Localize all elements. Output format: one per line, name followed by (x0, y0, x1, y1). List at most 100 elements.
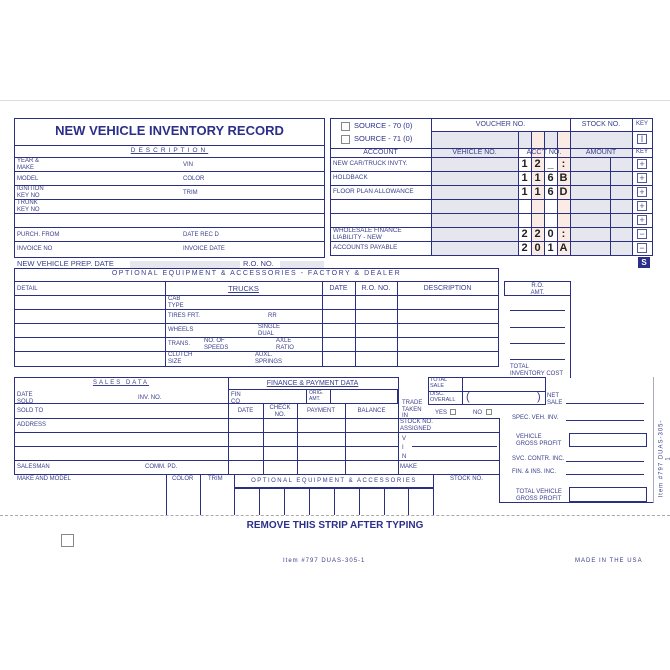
date-header: DATE (329, 285, 348, 292)
account-row-label: HOLDBACK (333, 174, 368, 181)
key-header: KEY (635, 121, 648, 127)
acct-digit: 1 (547, 242, 554, 254)
option-column-rule (384, 488, 385, 515)
model-label: MODEL (17, 176, 39, 182)
vehicle-gross-profit-label: VEHICLE GROSS PROFIT (516, 434, 562, 447)
sold-to-label: SOLD TO (17, 408, 44, 414)
date-recd-label: DATE REC D (183, 232, 219, 238)
disc-overall-label: DISC. OVERALL (430, 391, 456, 403)
total-vehicle-gross-profit-label: TOTAL VEHICLE GROSS PROFIT (516, 489, 562, 502)
stock-no-header: STOCK NO. (581, 121, 621, 128)
vehicle-gross-profit-field[interactable] (569, 433, 647, 447)
acct-digit: 2 (534, 228, 541, 240)
invoice-no-label: INVOICE NO (17, 246, 53, 252)
no-label: NO (473, 410, 482, 416)
prep-date-field[interactable] (130, 261, 240, 269)
total-vehicle-gross-profit-field[interactable] (569, 487, 647, 502)
page-title: NEW VEHICLE INVENTORY RECORD (55, 123, 284, 138)
trim-label: TRIM (183, 190, 198, 196)
color-label: COLOR (183, 176, 205, 182)
rr-label: RR (268, 313, 277, 319)
perforation-line (0, 515, 670, 516)
acct-digit: 2 (521, 242, 528, 254)
trucks-header: TRUCKS (228, 284, 259, 293)
acct-digit: 0 (547, 228, 554, 240)
trans-label: TRANS. (168, 341, 191, 347)
account-row-label: NEW CAR/TRUCK INVTY. (333, 160, 408, 167)
no-checkbox[interactable] (486, 409, 492, 415)
orig-amt-label: ORIG. AMT. (309, 390, 324, 402)
acct-digit: A (559, 242, 568, 254)
item-code: Item #797 DUAS-305-1 (283, 558, 366, 564)
ro-no-field[interactable] (280, 261, 324, 269)
paren-close: ) (537, 391, 541, 403)
strip-trim-label: TRIM (208, 476, 223, 482)
key-col-header: KEY (635, 149, 648, 155)
plus-key-icon: + (637, 159, 647, 169)
auxl-springs-label: AUXL. SPRINGS (255, 352, 283, 365)
strip-stock-no-label: STOCK NO. (450, 476, 483, 482)
account-header: ACCOUNT (363, 149, 398, 156)
acct-digit: 0 (534, 242, 541, 254)
total-inventory-cost-label: TOTAL INVENTORY COST (510, 364, 564, 377)
account-row-label: FLOOR PLAN ALLOWANCE (333, 188, 414, 195)
plus-key-icon: + (637, 201, 647, 211)
plus-key-icon: + (637, 215, 647, 225)
source-70-checkbox[interactable] (341, 122, 350, 131)
detail-label: DETAIL (17, 286, 38, 292)
minus-key-icon: − (637, 243, 647, 253)
yes-checkbox[interactable] (450, 409, 456, 415)
option-column-rule (433, 488, 434, 515)
purch-from-label: PURCH. FROM (17, 232, 60, 238)
option-column-rule (234, 488, 235, 515)
no-speeds-label: NO. OF SPEEDS (204, 338, 229, 351)
fin-date-header: DATE (237, 408, 254, 414)
acct-no-header: ACC'T NO. (526, 149, 562, 156)
acct-digit: : (561, 228, 566, 240)
option-column-rule (259, 488, 260, 515)
year-make-label: YEAR & MAKE (17, 158, 40, 171)
acct-digit: 6 (547, 172, 554, 184)
s-badge: S (638, 257, 650, 268)
acct-digit: 2 (521, 228, 528, 240)
source-71-label: SOURCE - 71 (0) (354, 134, 413, 143)
acct-digit: 1 (521, 172, 528, 184)
inv-no-label: INV. NO. (138, 395, 162, 401)
date-sold-label: DATE SOLD (17, 392, 34, 405)
voucher-no-header: VOUCHER NO. (475, 121, 526, 128)
net-sale-label: NET SALE (547, 393, 563, 406)
wheels-label: WHEELS (168, 327, 194, 333)
option-column-rule (334, 488, 335, 515)
source-70-label: SOURCE - 70 (0) (354, 121, 413, 130)
source-71-checkbox[interactable] (341, 135, 350, 144)
invoice-date-label: INVOICE DATE (183, 246, 225, 252)
spec-veh-inv-label: SPEC. VEH. INV. (512, 415, 559, 421)
clutch-size-label: CLUTCH SIZE (168, 352, 193, 365)
svc-contr-inc-label: SVC. CONTR. INC. (512, 456, 565, 462)
acct-digit: B (559, 172, 568, 184)
account-row-label: WHOLESALE FINANCE LIABILITY - NEW (333, 227, 402, 241)
key-i-icon: I (637, 134, 647, 144)
trade-make-label: MAKE (400, 464, 418, 470)
optional-equipment-header: OPTIONAL EQUIPMENT & ACCESSORIES - FACTO… (111, 270, 402, 277)
made-in-usa: MADE IN THE USA (575, 558, 643, 564)
vin-letters-label: V I N (402, 436, 407, 460)
yes-label: YES (435, 410, 448, 416)
acct-digit: _ (547, 158, 554, 170)
make-model-label: MAKE AND MODEL (17, 476, 72, 482)
remove-strip-label: REMOVE THIS STRIP AFTER TYPING (246, 520, 424, 531)
check-no-header: CHECK NO. (269, 405, 291, 418)
prep-date-label: NEW VEHICLE PREP. DATE (17, 259, 114, 268)
strip-checkbox[interactable] (61, 534, 74, 547)
ro-no-header: R.O. NO. (361, 285, 391, 292)
strip-optional-header: OPTIONAL EQUIPMENT & ACCESSORIES (251, 478, 417, 484)
minus-key-icon: − (637, 229, 647, 239)
address-label: ADDRESS (17, 422, 47, 428)
description-col-header: DESCRIPTION (423, 285, 472, 292)
strip-color-label: COLOR (172, 476, 194, 482)
vin-label: VIN (183, 162, 194, 168)
salesman-label: SALESMAN (17, 464, 50, 470)
sales-data-header: SALES DATA (92, 380, 150, 386)
trunk-label: TRUNK KEY NO (17, 200, 40, 213)
balance-header: BALANCE (357, 408, 386, 414)
